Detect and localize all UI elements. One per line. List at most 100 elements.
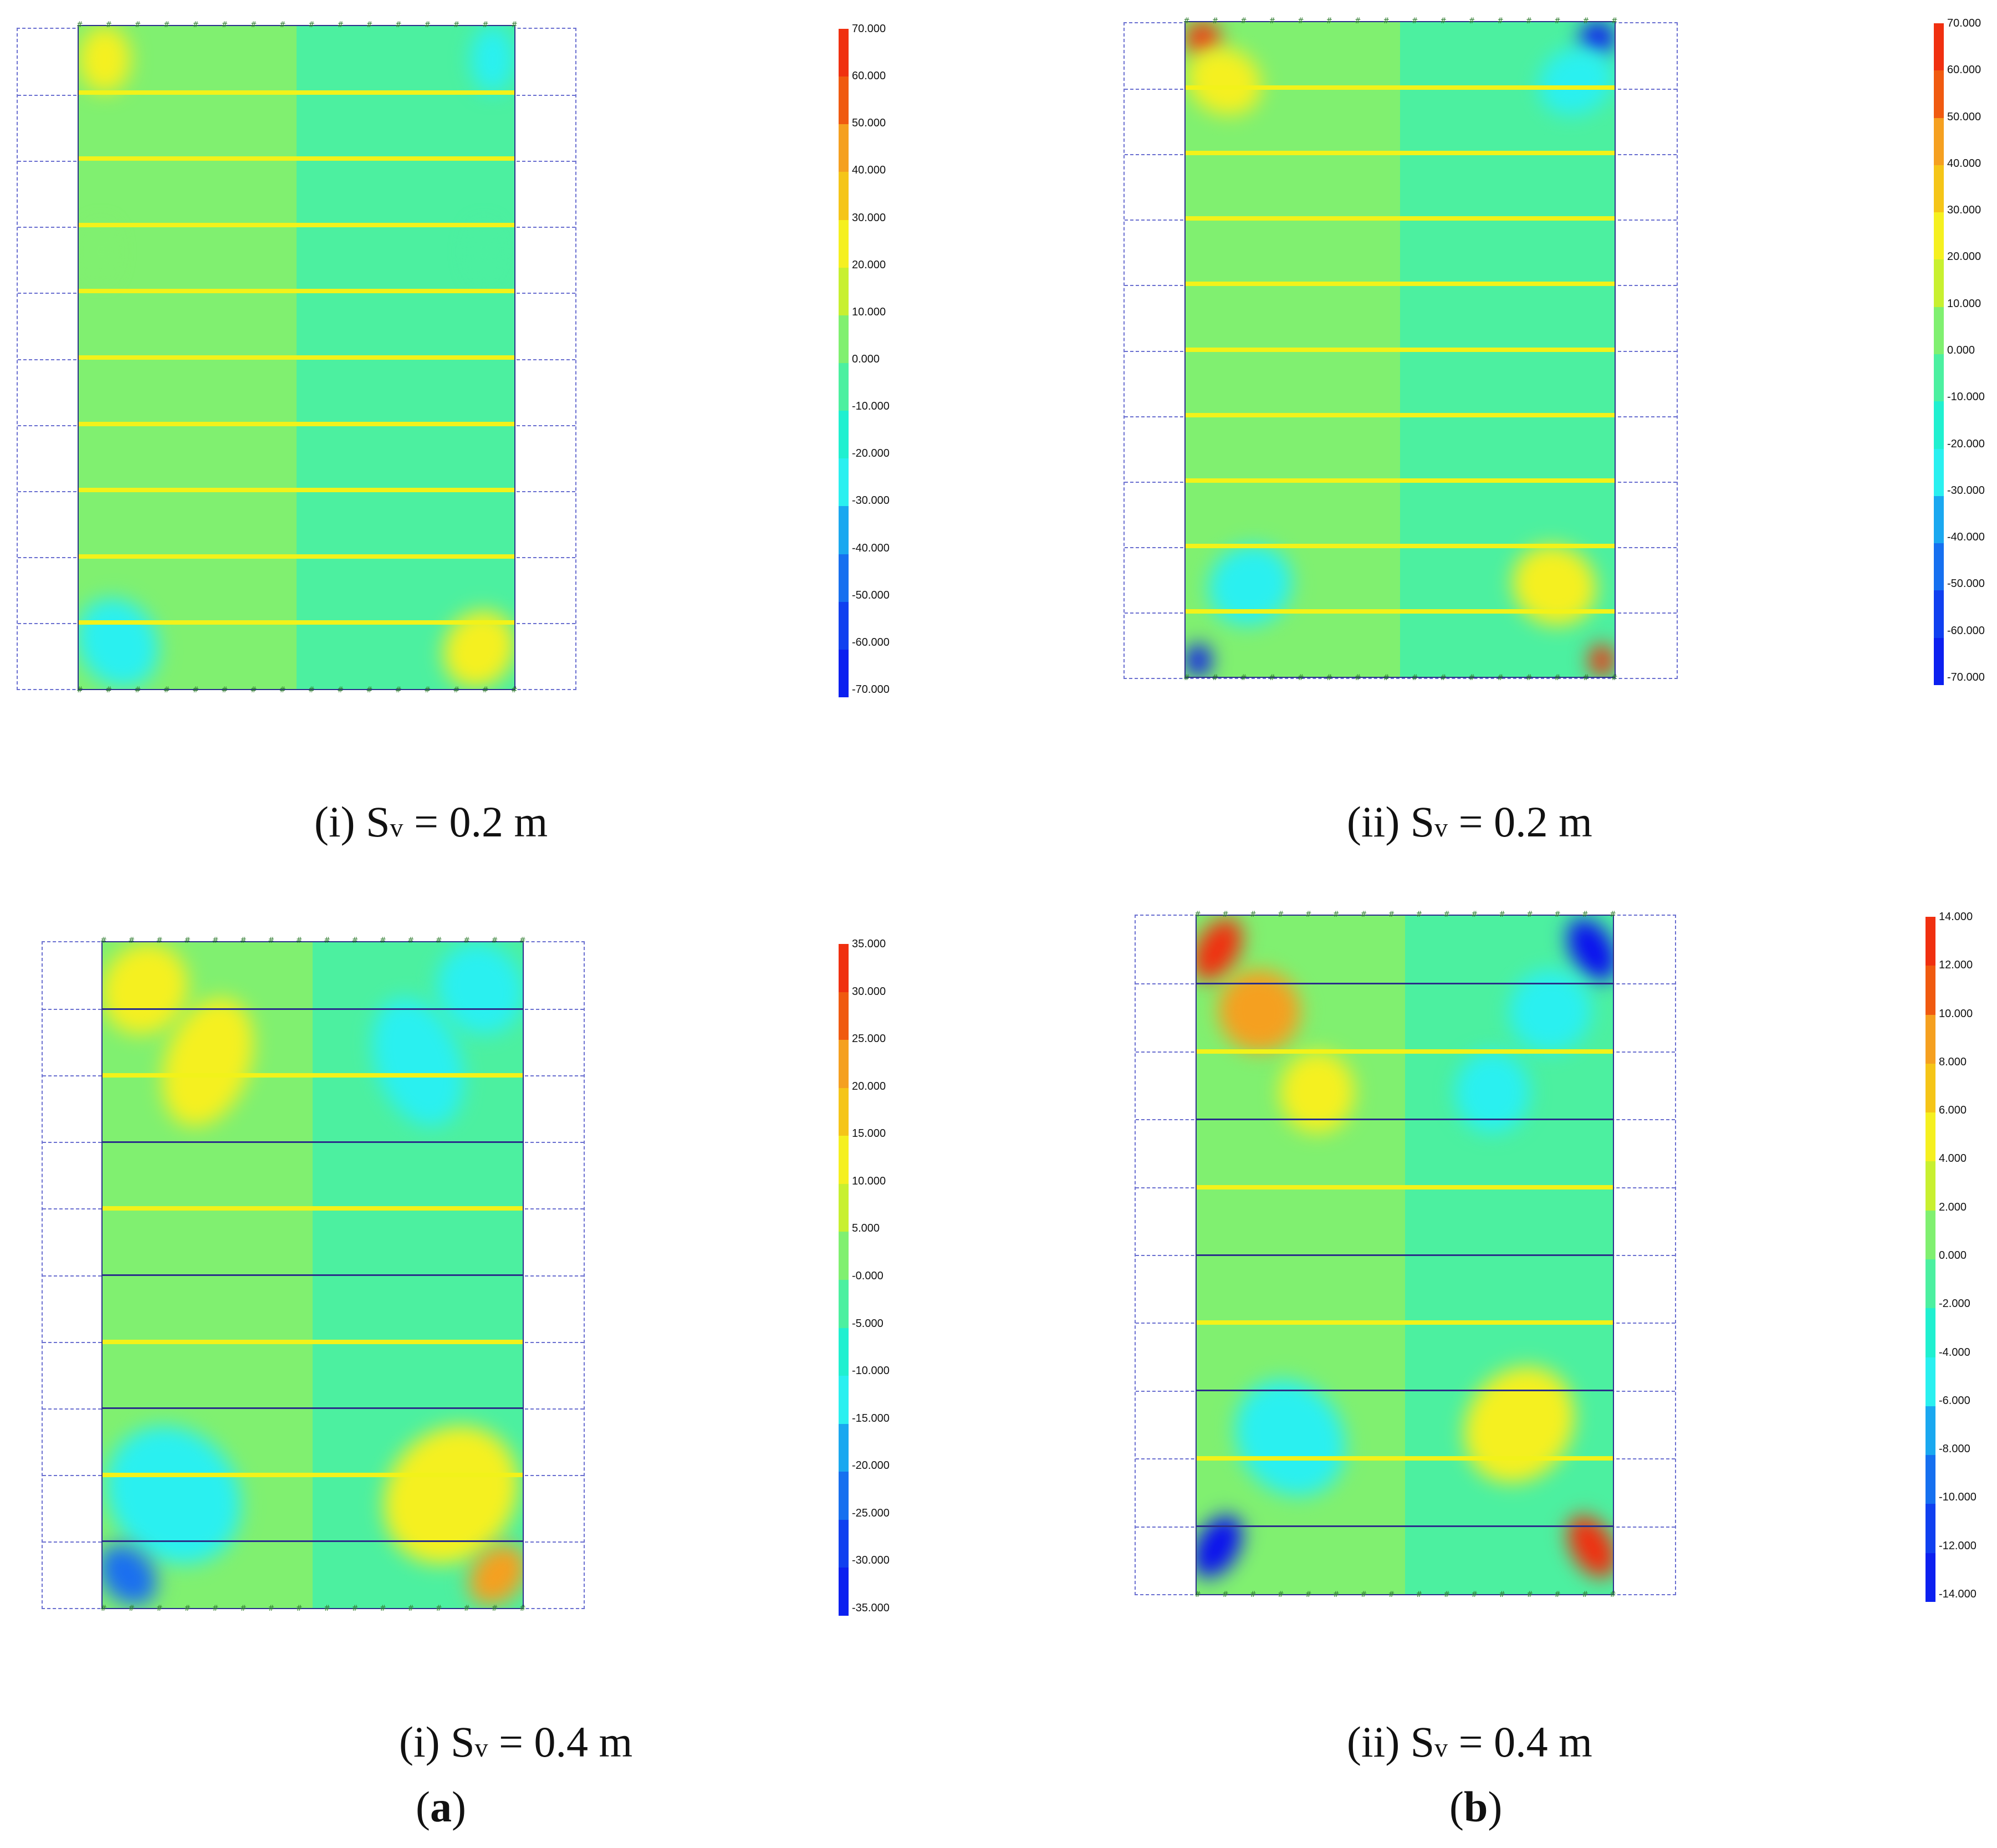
colorbar-tick-label: -30.000 — [852, 494, 890, 507]
bottom-boundary-fixities: # # # # # # # # # # # # # # # # — [76, 686, 518, 695]
fixity-marker: # — [1526, 910, 1533, 919]
fixity-marker: # — [76, 686, 83, 695]
caption-prefix: (ii) S — [1347, 1718, 1435, 1766]
colorbar-tick-label: 10.000 — [1947, 297, 1981, 310]
fixity-marker: # — [221, 686, 228, 695]
colorbar-segment — [1934, 165, 1944, 213]
colorbar-segment — [839, 363, 849, 411]
fixity-marker: # — [351, 1604, 359, 1613]
colorbar-segment — [1934, 590, 1944, 638]
top-boundary-fixities: # # # # # # # # # # # # # # # # — [1194, 910, 1616, 919]
colorbar-tick-label: -10.000 — [1947, 391, 1985, 404]
colorbar-tick-label: -40.000 — [852, 542, 890, 554]
reinforcement-layer — [103, 1407, 523, 1410]
caption-suffix: = 0.2 m — [1448, 798, 1592, 846]
colorbar-segment — [839, 1088, 849, 1136]
stress-concentration — [471, 26, 514, 93]
caption-subscript: v — [1434, 1733, 1448, 1763]
caption: (i) Sv = 0.2 m — [314, 797, 548, 847]
colorbar-tick-label: -20.000 — [852, 447, 890, 460]
colorbar-segment — [1926, 1014, 1935, 1064]
colorbar-tick-label: -2.000 — [1939, 1298, 1970, 1310]
fixity-marker: # — [324, 1604, 330, 1613]
reinforcement-layer — [1197, 1049, 1613, 1054]
top-boundary-fixities: # # # # # # # # # # # # # # # # — [1183, 17, 1618, 25]
colorbar-segment — [839, 1423, 849, 1472]
colorbar-tick-label: 30.000 — [1947, 204, 1981, 217]
fixity-marker: # — [1416, 1590, 1423, 1599]
fixity-marker: # — [1581, 1590, 1589, 1599]
colorbar-tick-label: -30.000 — [852, 1554, 890, 1567]
colorbar-segment — [839, 315, 849, 363]
fixity-marker: # — [1183, 17, 1190, 25]
caption-subscript: v — [474, 1733, 488, 1763]
fixity-marker: # — [351, 936, 359, 945]
fixity-marker: # — [250, 686, 257, 695]
colorbar: 14.000 12.000 10.000 8.000 6.000 4.000 2.000 0.… — [1926, 911, 1976, 1602]
fixity-marker: # — [100, 936, 107, 945]
colorbar-tick-label: -50.000 — [1947, 578, 1985, 590]
fixity-marker: # — [184, 1604, 191, 1613]
colorbar-tick-label: 4.000 — [1939, 1152, 1967, 1165]
colorbar-tick-label: -4.000 — [1939, 1346, 1970, 1359]
fixity-marker: # — [1194, 1590, 1201, 1599]
fixity-marker: # — [491, 1604, 498, 1613]
fixity-marker: # — [1440, 673, 1447, 682]
fixity-marker: # — [1383, 17, 1390, 25]
colorbar-tick-label: 35.000 — [852, 938, 886, 950]
fixity-marker: # — [482, 686, 489, 695]
contour-plot — [1184, 21, 1616, 678]
fixity-marker: # — [1383, 673, 1390, 682]
figure-label-a-text: a — [430, 1783, 452, 1831]
colorbar-tick-label: 14.000 — [1939, 911, 1973, 923]
colorbar-tick-label: -35.000 — [852, 1602, 890, 1614]
colorbar-tick-label: 10.000 — [852, 1175, 886, 1187]
fixity-marker: # — [1212, 673, 1219, 682]
reinforcement-layer — [1197, 1254, 1613, 1256]
fixity-marker: # — [1222, 910, 1229, 919]
colorbar-tick-label: -12.000 — [1939, 1539, 1976, 1552]
fixity-marker: # — [156, 936, 163, 945]
colorbar-segment — [1934, 354, 1944, 402]
bottom-boundary-fixities: # # # # # # # # # # # # # # # # — [1183, 673, 1618, 682]
colorbar-tick-label: -30.000 — [1947, 484, 1985, 497]
fixity-marker: # — [1277, 1590, 1284, 1599]
fixity-marker: # — [1525, 673, 1533, 682]
colorbar-tick-label: 0.000 — [852, 353, 880, 365]
fixity-marker: # — [1360, 910, 1367, 919]
colorbar-tick-label: 60.000 — [1947, 64, 1981, 76]
colorbar-segment — [839, 458, 849, 507]
fixity-marker: # — [268, 936, 275, 945]
fixity-marker: # — [1388, 1590, 1395, 1599]
fixity-marker: # — [519, 1604, 526, 1613]
colorbar-segment — [839, 76, 849, 125]
colorbar-segment — [1926, 1504, 1935, 1553]
fixity-marker: # — [100, 1604, 107, 1613]
fixity-marker: # — [519, 936, 526, 945]
colorbar-tick-label: 5.000 — [852, 1222, 880, 1235]
fixity-marker: # — [1499, 910, 1505, 919]
reinforcement-layer — [1197, 1525, 1613, 1528]
fixity-marker: # — [1354, 17, 1361, 25]
fixity-marker: # — [239, 1604, 247, 1613]
fixity-marker: # — [308, 21, 315, 29]
reinforcement-layer — [103, 1339, 523, 1344]
colorbar-tick-label: -5.000 — [852, 1317, 883, 1330]
colorbar-segment — [1926, 966, 1935, 1015]
fixity-marker: # — [510, 21, 518, 29]
colorbar-segment — [839, 1376, 849, 1424]
fixity-marker: # — [424, 21, 431, 29]
fixity-marker: # — [1554, 673, 1561, 682]
fixity-marker: # — [1411, 17, 1418, 25]
fixity-marker: # — [1388, 910, 1395, 919]
colorbar-tick-label: -20.000 — [852, 1459, 890, 1472]
figure-label-b-text: b — [1463, 1783, 1488, 1831]
colorbar-segment — [1926, 917, 1935, 966]
fixity-marker: # — [463, 1604, 470, 1613]
fixity-marker: # — [163, 21, 170, 29]
colorbar-segment — [1934, 259, 1944, 307]
colorbar-segment — [1926, 1455, 1935, 1504]
fixity-marker: # — [105, 21, 112, 29]
fixity-marker: # — [324, 936, 330, 945]
fixity-marker: # — [1240, 673, 1247, 682]
